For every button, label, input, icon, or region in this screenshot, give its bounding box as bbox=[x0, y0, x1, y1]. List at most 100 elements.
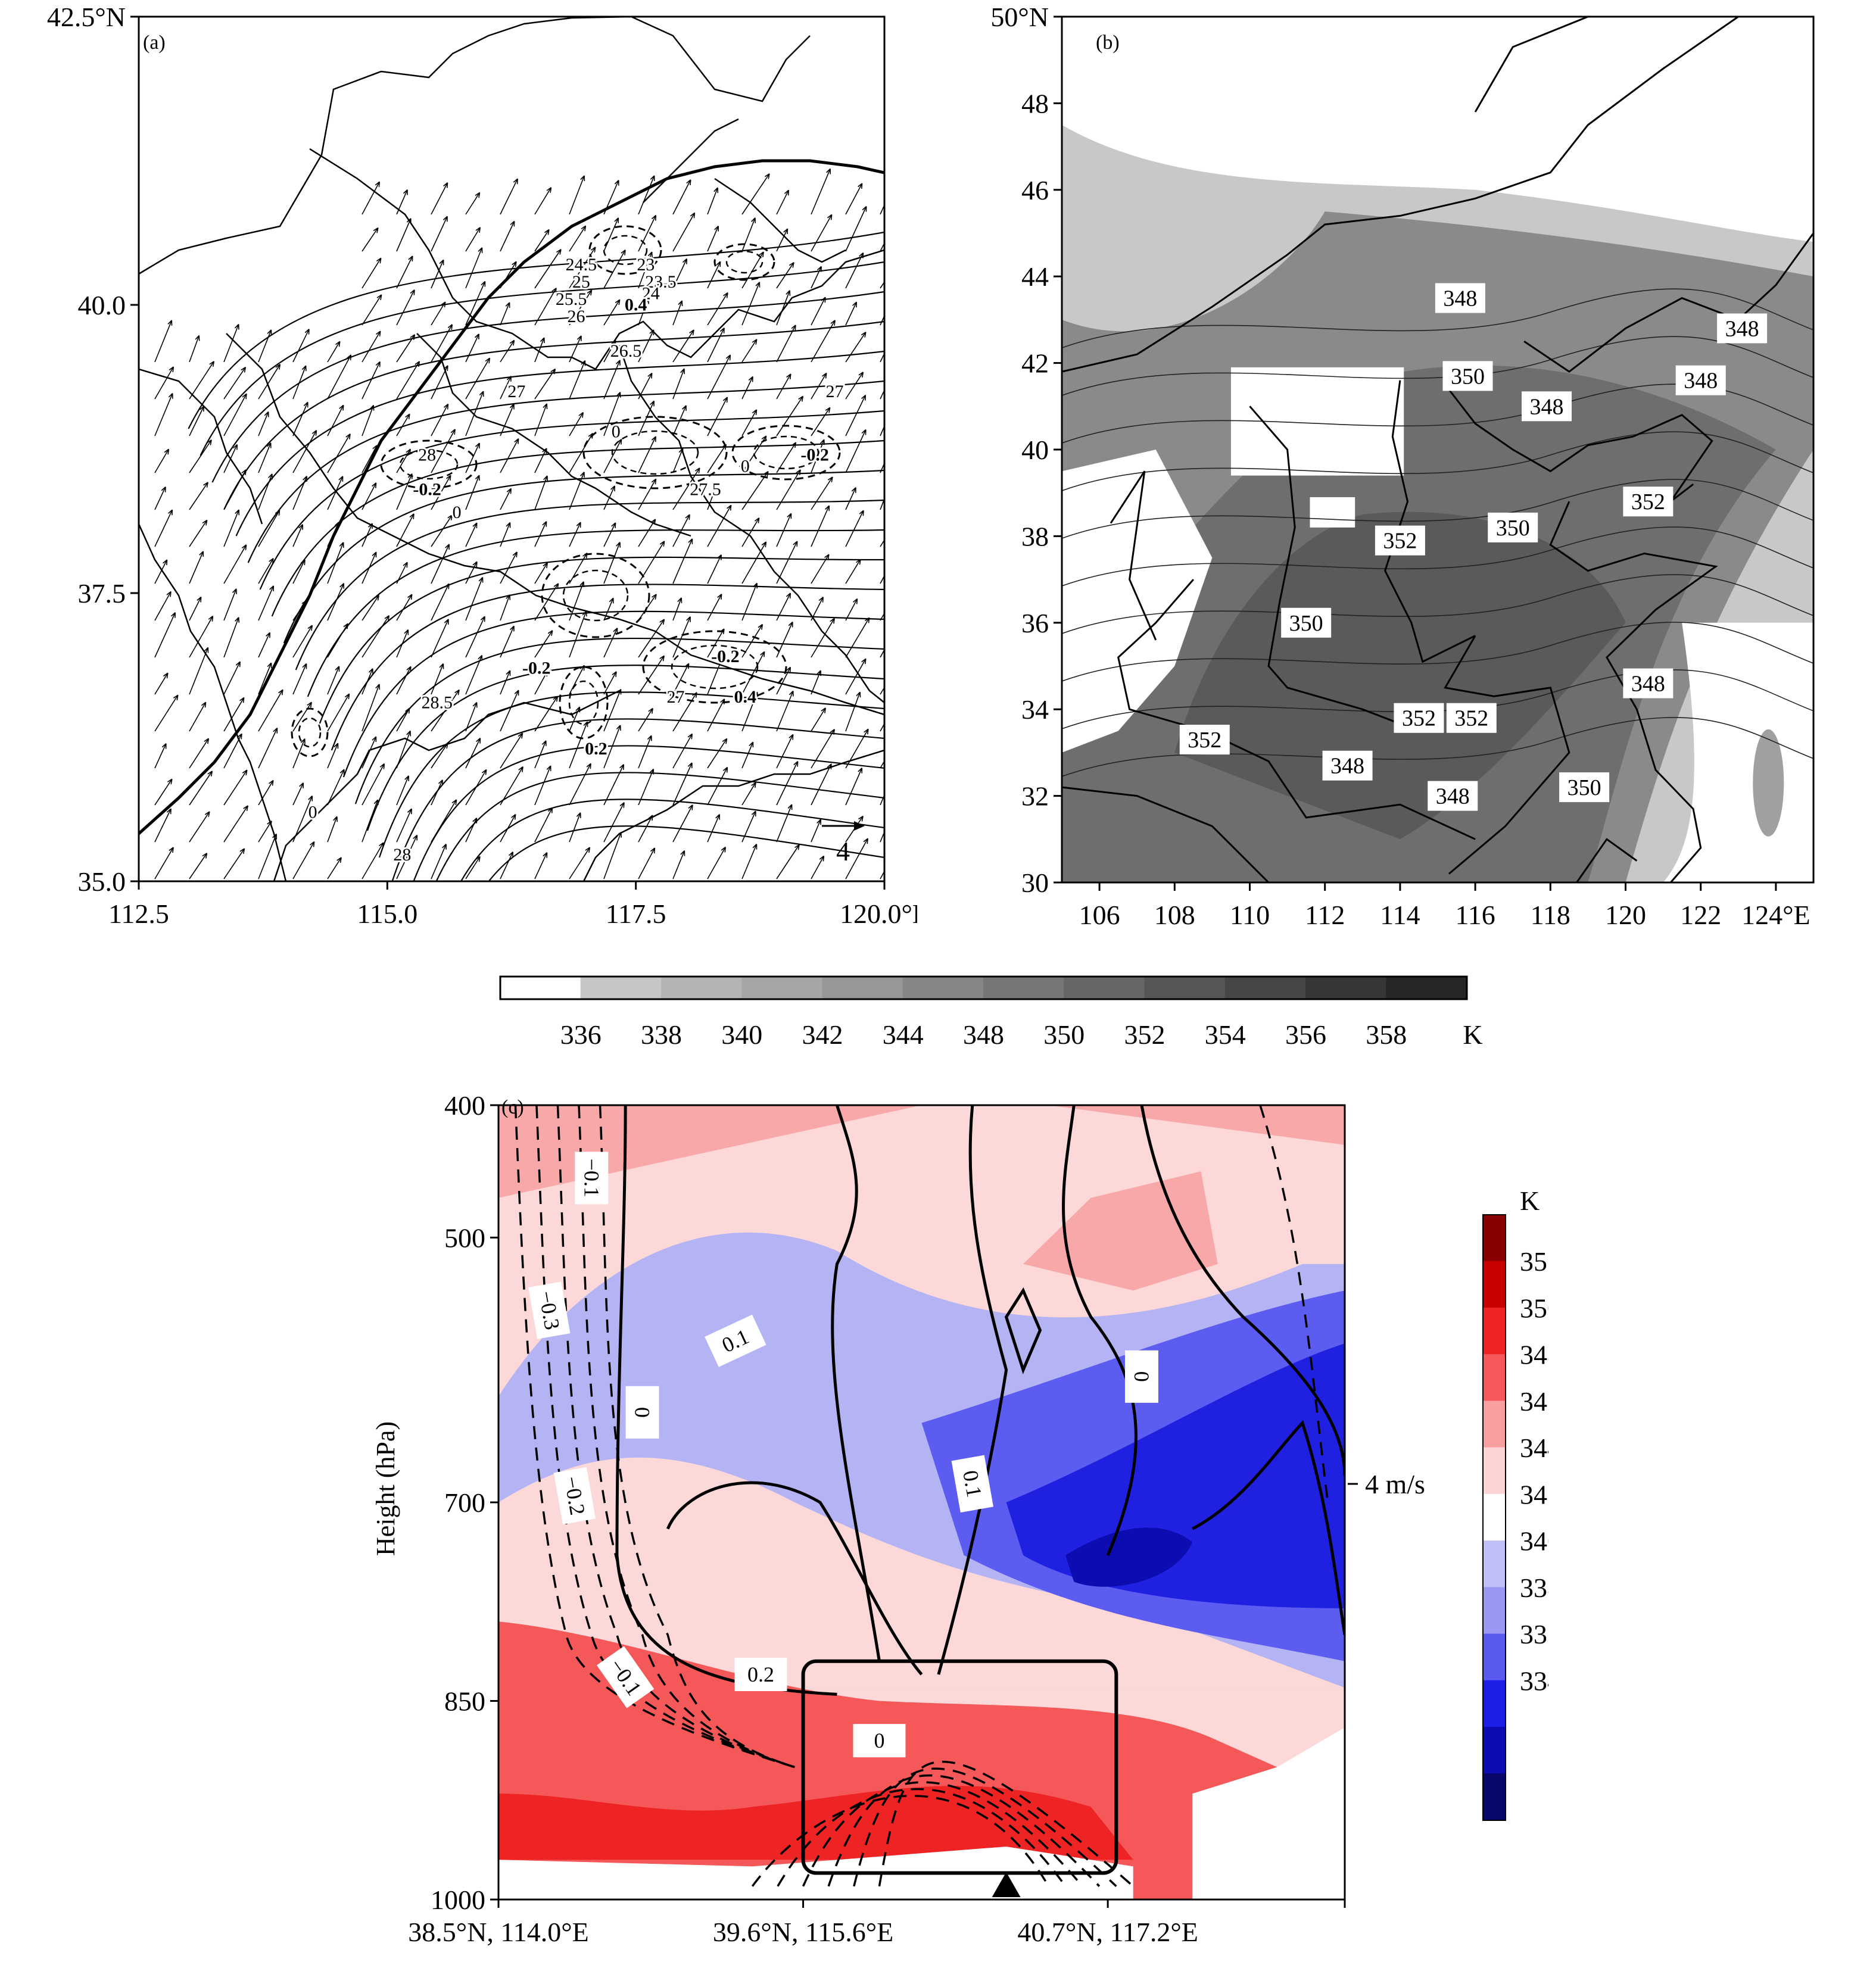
colorbar-swatch bbox=[1386, 976, 1467, 1000]
wind-arrow bbox=[500, 221, 515, 252]
wind-arrow-head bbox=[890, 706, 895, 711]
wind-arrow bbox=[189, 482, 208, 510]
wind-arrow-head bbox=[791, 325, 796, 330]
wind-arrow-head bbox=[791, 442, 797, 448]
wind-arrow-head bbox=[748, 376, 753, 382]
panel-a-axes: 112.5 115.0 117.5 120.0°E 35.0 37.5 40.0 42.5°N bbox=[47, 2, 917, 929]
wind-arrow-head bbox=[889, 445, 893, 450]
wind-arrow bbox=[603, 392, 621, 436]
wind-arrow-head bbox=[576, 812, 581, 818]
wind-arrow bbox=[776, 325, 796, 363]
wind-arrow bbox=[811, 266, 822, 289]
contour-label: 0.1 bbox=[705, 1314, 766, 1367]
wind-arrow-head bbox=[579, 665, 585, 671]
wind-arrow bbox=[189, 520, 208, 547]
wind-arrow-head bbox=[333, 816, 338, 822]
wind-arrow bbox=[811, 297, 826, 326]
wind-arrow-head bbox=[753, 691, 758, 698]
dashed-contour bbox=[853, 1767, 1117, 1888]
wind-arrow bbox=[603, 689, 622, 732]
wind-arrow-head bbox=[889, 298, 893, 303]
wind-arrow-head bbox=[852, 301, 858, 308]
wind-arrow bbox=[707, 738, 728, 769]
boundary-line bbox=[416, 333, 691, 537]
wind-arrow bbox=[707, 226, 719, 252]
wind-arrow-head bbox=[580, 175, 585, 182]
wind-arrow bbox=[811, 819, 821, 843]
wind-arrow-head bbox=[721, 846, 727, 853]
wind-arrow bbox=[500, 302, 510, 326]
wind-arrow-head bbox=[588, 432, 594, 439]
wind-arrow-head bbox=[379, 763, 385, 769]
colorbar-swatch bbox=[1482, 1354, 1506, 1402]
wind-arrow-head bbox=[272, 834, 278, 840]
theta-label: 348 bbox=[1435, 283, 1485, 313]
wind-arrow-head bbox=[334, 743, 339, 749]
theta-contour bbox=[1062, 288, 1813, 348]
wind-arrow-head bbox=[544, 229, 550, 235]
wind-arrow bbox=[431, 583, 450, 621]
wind-arrow-head bbox=[550, 368, 556, 375]
wind-arrow bbox=[500, 852, 513, 879]
wind-arrow-head bbox=[438, 779, 443, 785]
x-tick-label: 124°E bbox=[1741, 900, 1810, 930]
wind-arrow-head bbox=[895, 516, 899, 522]
contour-label: 24.5 bbox=[566, 255, 597, 275]
wind-arrow-head bbox=[647, 372, 653, 379]
wind-arrow-head bbox=[786, 373, 791, 380]
wind-arrow-head bbox=[758, 623, 764, 630]
wind-arrow bbox=[292, 841, 315, 879]
wind-arrow bbox=[672, 514, 690, 547]
wind-arrow-head bbox=[233, 444, 238, 450]
wind-arrow-head bbox=[509, 625, 515, 632]
wind-arrow bbox=[465, 357, 491, 400]
wind-arrow bbox=[189, 551, 204, 584]
y-tick-label: 36 bbox=[1021, 608, 1049, 638]
wind-arrow bbox=[500, 376, 512, 400]
wind-arrow-head bbox=[647, 735, 652, 741]
dashed-contour bbox=[599, 1105, 795, 1769]
wind-arrow bbox=[638, 329, 655, 363]
wind-arrow-head bbox=[173, 694, 179, 701]
wind-arrow-head bbox=[478, 654, 483, 661]
boundary-line bbox=[714, 177, 846, 263]
wind-arrow-head bbox=[543, 403, 548, 410]
wind-arrow bbox=[638, 769, 654, 806]
colorbar-swatch bbox=[1482, 1773, 1506, 1821]
wind-arrow-head bbox=[692, 692, 697, 698]
wind-arrow bbox=[258, 364, 281, 400]
wind-arrow bbox=[672, 368, 685, 400]
contour-label: 24 bbox=[642, 283, 660, 303]
wind-arrow bbox=[327, 857, 342, 879]
wind-arrow-head bbox=[859, 252, 864, 258]
y-tick-label: 1000 bbox=[431, 1885, 485, 1915]
wind-arrow-head bbox=[754, 517, 760, 523]
wind-arrow-head bbox=[269, 779, 274, 786]
wind-arrow-head bbox=[688, 538, 693, 544]
wind-arrow-head bbox=[451, 799, 457, 806]
wind-arrow bbox=[327, 743, 339, 769]
wind-arrow-head bbox=[830, 729, 835, 735]
wind-arrow bbox=[638, 619, 665, 658]
wind-arrow bbox=[465, 616, 485, 658]
wind-arrow-head bbox=[717, 594, 722, 600]
wind-arrow-head bbox=[311, 430, 317, 436]
wind-arrow bbox=[603, 360, 621, 400]
wind-arrow bbox=[223, 617, 239, 658]
wind-arrow-head bbox=[472, 701, 478, 708]
contour-label: 28.5 bbox=[422, 693, 453, 713]
reference-vector-label-c: 4 m/s bbox=[1365, 1469, 1425, 1499]
wind-arrow-head bbox=[410, 289, 415, 295]
wind-arrow-head bbox=[713, 187, 719, 194]
wind-arrow bbox=[811, 439, 825, 473]
dashed-contour bbox=[731, 425, 841, 481]
wind-arrow-head bbox=[718, 656, 724, 662]
theta-label: 352 bbox=[1446, 703, 1497, 733]
map-border bbox=[1444, 384, 1713, 503]
contour-label: 27 bbox=[507, 382, 525, 401]
wind-arrow-head bbox=[586, 763, 591, 769]
colorbar-label: 340 bbox=[1520, 1526, 1548, 1557]
colorbar-swatch bbox=[1482, 1447, 1506, 1495]
wind-arrow bbox=[431, 216, 448, 252]
